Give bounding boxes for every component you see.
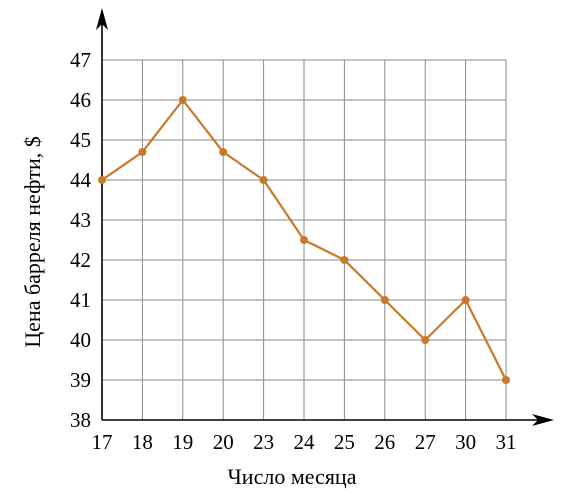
data-point: [461, 296, 470, 304]
y-tick-label: 46: [70, 88, 91, 112]
x-tick-label: 23: [253, 430, 274, 454]
x-tick-label: 27: [415, 430, 436, 454]
x-axis-title: Число месяца: [228, 464, 357, 489]
x-axis-arrow: [532, 414, 554, 426]
x-tick-label: 30: [455, 430, 476, 454]
series-layer: [98, 96, 510, 384]
data-point: [178, 96, 187, 104]
tick-labels: 38 39 40 41 42 43 44 45 46 47 17 18 19 20 23 24 25 26 27 30…: [70, 48, 517, 454]
data-point: [98, 176, 106, 184]
data-point: [259, 176, 268, 184]
data-point: [502, 376, 510, 384]
axes: [96, 8, 554, 426]
y-tick-label: 39: [70, 368, 91, 392]
y-axis-arrow: [96, 8, 108, 30]
data-point: [380, 296, 389, 304]
x-tick-label: 17: [92, 430, 113, 454]
y-tick-label: 40: [70, 328, 91, 352]
y-tick-label: 42: [70, 248, 91, 272]
data-point: [421, 336, 430, 344]
x-tick-label: 20: [213, 430, 234, 454]
x-tick-label: 26: [374, 430, 395, 454]
x-tick-label: 25: [334, 430, 355, 454]
y-tick-label: 43: [70, 208, 91, 232]
data-point: [300, 236, 308, 244]
y-tick-label: 45: [70, 128, 91, 152]
grid: [102, 59, 507, 420]
x-tick-label: 31: [496, 430, 517, 454]
y-tick-label: 41: [70, 288, 91, 312]
y-tick-label: 38: [70, 408, 91, 432]
y-tick-label: 44: [70, 168, 92, 192]
data-point: [340, 256, 349, 264]
x-tick-label: 18: [132, 430, 153, 454]
x-tick-label: 19: [172, 430, 193, 454]
y-axis-title: Цена барреля нефти, $: [20, 136, 45, 347]
x-tick-label: 24: [294, 430, 316, 454]
data-point: [138, 148, 147, 156]
y-tick-label: 47: [70, 48, 91, 72]
data-point: [219, 148, 228, 156]
